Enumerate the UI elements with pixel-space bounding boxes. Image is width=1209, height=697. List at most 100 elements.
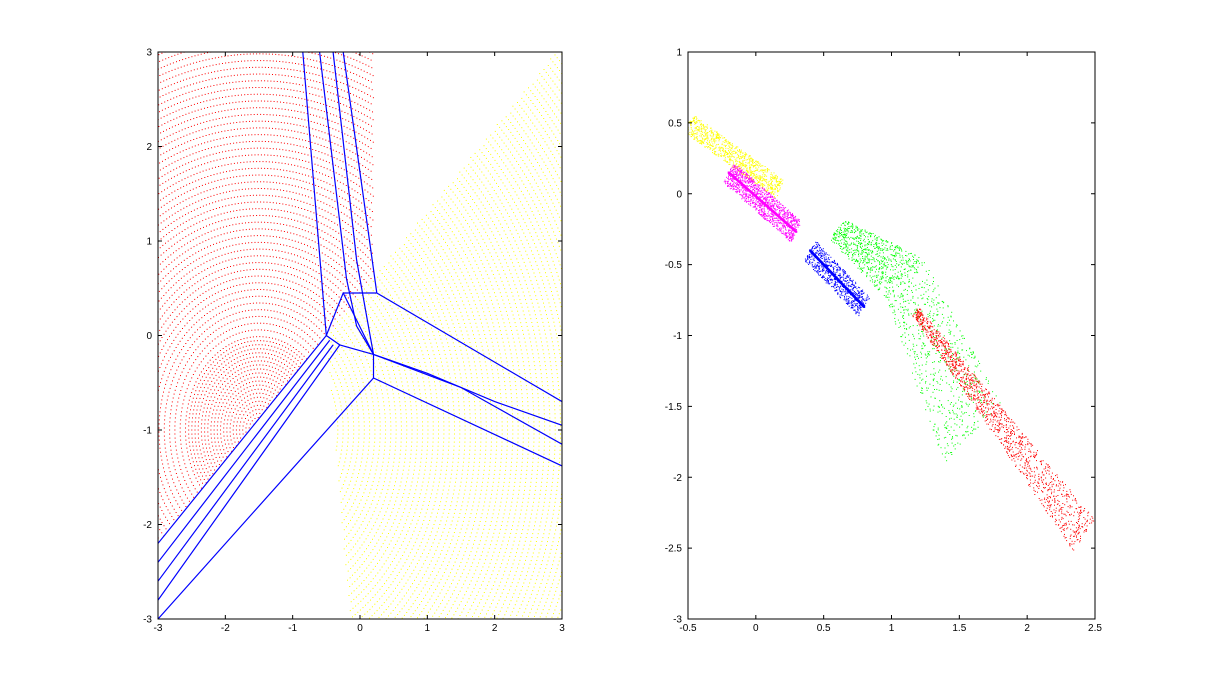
data-point-yellow (383, 329, 385, 331)
data-point-yellow (347, 429, 349, 431)
data-point-red (272, 350, 274, 352)
data-point-red (258, 228, 260, 230)
data-point-red (307, 231, 309, 233)
data-point-red (190, 225, 192, 227)
data-point-yellow (349, 461, 351, 463)
data-point-red (171, 321, 173, 323)
data-point-red (192, 470, 194, 472)
data-point-red (177, 333, 179, 335)
data-point-red (194, 341, 196, 343)
data-point-red (166, 455, 167, 457)
data-point-yellow (382, 504, 384, 505)
data-point-red (224, 419, 226, 421)
data-point-yellow (363, 307, 365, 309)
data-point-yellow (435, 389, 437, 391)
data-point-red (302, 236, 304, 238)
data-point-red (202, 411, 204, 413)
data-point-yellow (361, 348, 363, 350)
data-point-red (319, 172, 320, 174)
data-point-red (368, 275, 370, 277)
data-point-red (208, 367, 210, 369)
data-point-red (271, 283, 273, 285)
data-point-red (288, 337, 290, 339)
data-point-red (346, 170, 348, 172)
data-point-yellow (379, 421, 381, 423)
data-point-yellow (434, 338, 436, 340)
data-point-red (210, 350, 212, 352)
data-point-yellow (447, 365, 449, 367)
data-point-red (309, 224, 311, 226)
data-point-yellow (365, 527, 367, 529)
data-point-red (221, 220, 223, 222)
data-point-yellow (429, 357, 430, 359)
data-point-red (193, 324, 195, 326)
data-point-red (274, 263, 276, 265)
data-point-red (197, 329, 198, 331)
data-point-red (240, 304, 242, 306)
data-point-yellow (464, 421, 466, 423)
data-point-red (182, 215, 184, 217)
data-point-yellow (404, 489, 406, 491)
data-point-yellow (380, 536, 382, 538)
data-point-red (252, 401, 254, 403)
data-point-red (290, 359, 292, 361)
data-point-red (357, 247, 359, 249)
data-point-red (187, 280, 189, 282)
data-point-red (217, 356, 219, 358)
data-point-red (324, 308, 326, 310)
data-point-red (230, 272, 232, 274)
data-point-yellow (355, 315, 357, 317)
data-point-red (272, 337, 273, 339)
data-point-yellow (441, 516, 443, 518)
data-point-red (161, 337, 163, 338)
data-point-yellow (391, 492, 393, 494)
data-point-red (176, 174, 178, 176)
data-point-red (181, 447, 182, 449)
data-point-red (190, 453, 192, 455)
data-point-red (316, 325, 318, 327)
data-point-red (194, 425, 196, 427)
data-point-red (201, 350, 203, 352)
data-point-red (354, 190, 356, 192)
data-point-yellow (416, 449, 418, 451)
data-point-yellow (451, 469, 453, 471)
data-point-red (162, 277, 164, 279)
data-point-red (273, 393, 275, 395)
data-point-red (254, 241, 256, 243)
data-point-yellow (363, 429, 365, 431)
data-point-red (214, 396, 216, 398)
data-point-yellow (407, 530, 409, 532)
data-point-red (237, 379, 238, 381)
data-point-red (269, 341, 271, 343)
data-point-red (298, 284, 300, 286)
data-point-yellow (418, 593, 420, 595)
data-point-yellow (409, 565, 410, 567)
data-point-yellow (415, 292, 417, 294)
data-point-yellow (417, 481, 418, 483)
data-point-red (177, 355, 179, 357)
data-point-red (198, 273, 200, 274)
data-point-yellow (410, 453, 412, 455)
data-point-red (197, 193, 199, 195)
data-point-yellow (377, 296, 378, 298)
data-point-red (226, 378, 228, 380)
data-point-red (322, 238, 324, 240)
data-point-yellow (386, 580, 388, 582)
data-point-yellow (445, 554, 447, 555)
data-point-yellow (444, 334, 446, 336)
data-point-red (271, 317, 273, 319)
data-point-red (249, 373, 250, 375)
data-point-yellow (379, 429, 381, 431)
data-point-yellow (398, 561, 400, 563)
data-point-red (230, 439, 232, 441)
data-point-red (186, 388, 188, 390)
data-point-red (341, 197, 343, 199)
data-point-red (264, 228, 266, 230)
data-point-red (294, 261, 296, 263)
data-point-yellow (429, 250, 431, 252)
data-point-red (184, 282, 186, 284)
data-point-yellow (353, 502, 354, 504)
data-point-red (192, 397, 194, 399)
data-point-yellow (425, 570, 427, 572)
data-point-red (251, 188, 253, 190)
